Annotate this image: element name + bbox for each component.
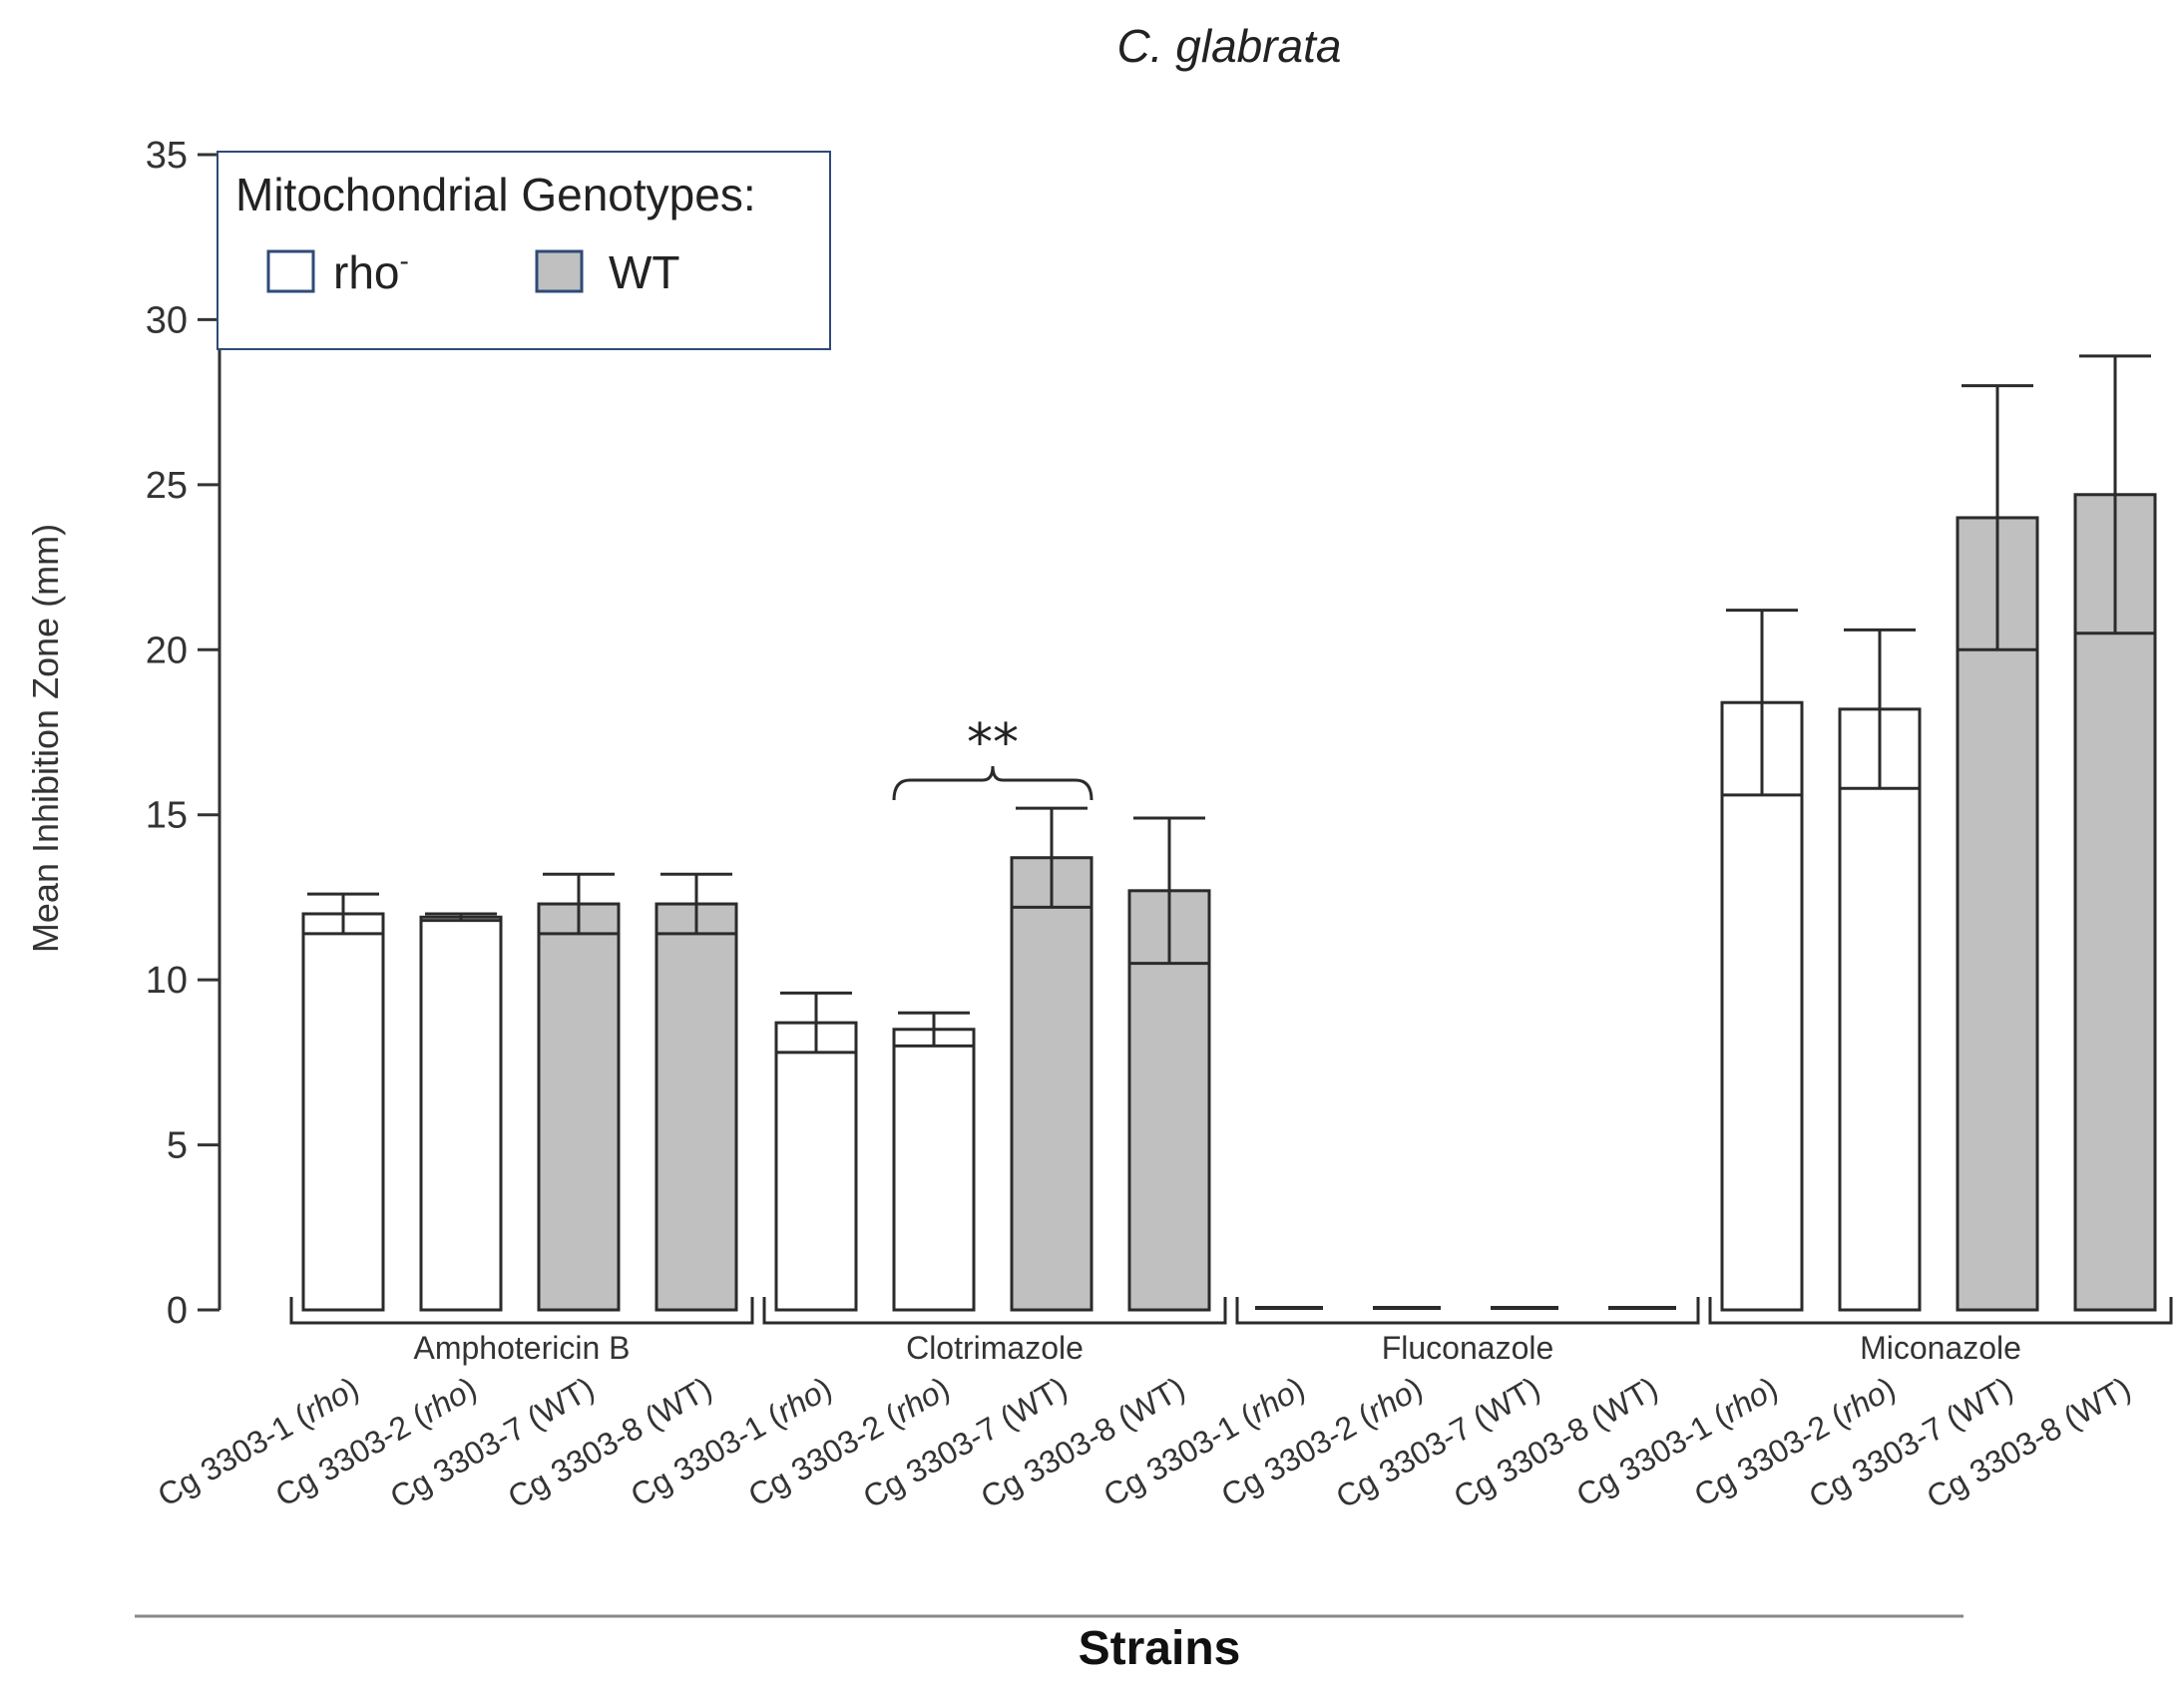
x-tick-label-prefix: Cg 3303-7 (WT) (1803, 1370, 2019, 1515)
x-tick-label: Cg 3303-1 (rho) (625, 1370, 838, 1513)
legend-swatch-wt (535, 249, 584, 293)
x-tick-label: Cg 3303-8 (WT) (502, 1370, 718, 1515)
x-tick-label: Cg 3303-7 (WT) (1330, 1370, 1546, 1515)
y-tick-label: 20 (146, 630, 188, 671)
bar (1838, 707, 1922, 1312)
group-bracket (289, 1297, 754, 1325)
group-label: Fluconazole (1382, 1330, 1554, 1366)
y-axis-label: Mean Inhibition Zone (mm) (25, 524, 66, 953)
bar (301, 912, 385, 1312)
y-tick-label: 0 (167, 1290, 188, 1332)
x-tick-label-prefix: Cg 3303-7 (WT) (384, 1370, 601, 1515)
x-tick-label: Cg 3303-7 (WT) (384, 1370, 601, 1515)
legend: Mitochondrial Genotypes: rho- WT (217, 151, 831, 350)
y-tick-label: 10 (146, 960, 188, 1002)
x-tick-label: Cg 3303-1 (rho) (1097, 1370, 1311, 1513)
x-tick-label: Cg 3303-2 (rho) (269, 1370, 483, 1513)
y-tick-label: 30 (146, 299, 188, 341)
x-tick-label: Cg 3303-7 (WT) (1803, 1370, 2019, 1515)
x-tick-label: Cg 3303-2 (rho) (1215, 1370, 1429, 1513)
bar (1010, 856, 1093, 1312)
bar (774, 1021, 858, 1312)
bars (301, 354, 2157, 1312)
y-axis: 0 5 10 15 20 25 30 35 (146, 135, 221, 1332)
y-tick-label: 25 (146, 465, 188, 507)
x-tick-labels: Cg 3303-1 (rho)Cg 3303-2 (rho)Cg 3303-7 … (152, 1370, 2137, 1515)
bar (419, 915, 503, 1312)
legend-entry-rho: rho- (333, 245, 409, 298)
y-tick-label: 35 (146, 135, 188, 177)
x-axis-label: Strains (1079, 1622, 1241, 1675)
x-tick-label: Cg 3303-2 (rho) (742, 1370, 956, 1513)
significance-bracket (892, 765, 1093, 801)
bar (655, 902, 738, 1312)
legend-box (217, 151, 831, 350)
group-label: Miconazole (1860, 1330, 2021, 1366)
x-tick-label: Cg 3303-1 (rho) (1570, 1370, 1784, 1513)
group-brackets: Amphotericin B Clotrimazole Fluconazole Mic… (289, 1297, 2173, 1366)
bar (537, 902, 621, 1312)
x-tick-label: Cg 3303-2 (rho) (1688, 1370, 1902, 1513)
significance-annotation: ** (892, 713, 1093, 801)
x-tick-label: Cg 3303-8 (WT) (1921, 1370, 2137, 1515)
bar (892, 1028, 976, 1312)
group-bracket (762, 1297, 1227, 1325)
group-label: Clotrimazole (906, 1330, 1084, 1366)
x-tick-label: Cg 3303-7 (WT) (857, 1370, 1074, 1515)
legend-title: Mitochondrial Genotypes: (235, 169, 756, 220)
legend-label-rho: rho (333, 246, 399, 298)
x-tick-label-prefix: Cg 3303-8 (WT) (1448, 1370, 1664, 1515)
significance-label: ** (967, 713, 1019, 773)
group-label: Amphotericin B (414, 1330, 631, 1366)
x-tick-label-prefix: Cg 3303-8 (WT) (502, 1370, 718, 1515)
x-tick-label-prefix: Cg 3303-8 (WT) (975, 1370, 1191, 1515)
chart-title: C. glabrata (1116, 20, 1341, 72)
y-tick-label: 5 (167, 1125, 188, 1167)
legend-swatch-rho (266, 249, 315, 293)
x-tick-label: Cg 3303-1 (rho) (152, 1370, 365, 1513)
group-bracket (1235, 1297, 1700, 1325)
legend-label-rho-superscript: - (399, 245, 408, 276)
legend-label-wt: WT (609, 246, 680, 298)
x-tick-label: Cg 3303-8 (WT) (975, 1370, 1191, 1515)
x-tick-label: Cg 3303-8 (WT) (1448, 1370, 1664, 1515)
group-bracket (1708, 1297, 2173, 1325)
x-tick-label-prefix: Cg 3303-7 (WT) (1330, 1370, 1546, 1515)
y-tick-label: 15 (146, 795, 188, 837)
x-tick-label-prefix: Cg 3303-7 (WT) (857, 1370, 1074, 1515)
x-tick-label-prefix: Cg 3303-8 (WT) (1921, 1370, 2137, 1515)
